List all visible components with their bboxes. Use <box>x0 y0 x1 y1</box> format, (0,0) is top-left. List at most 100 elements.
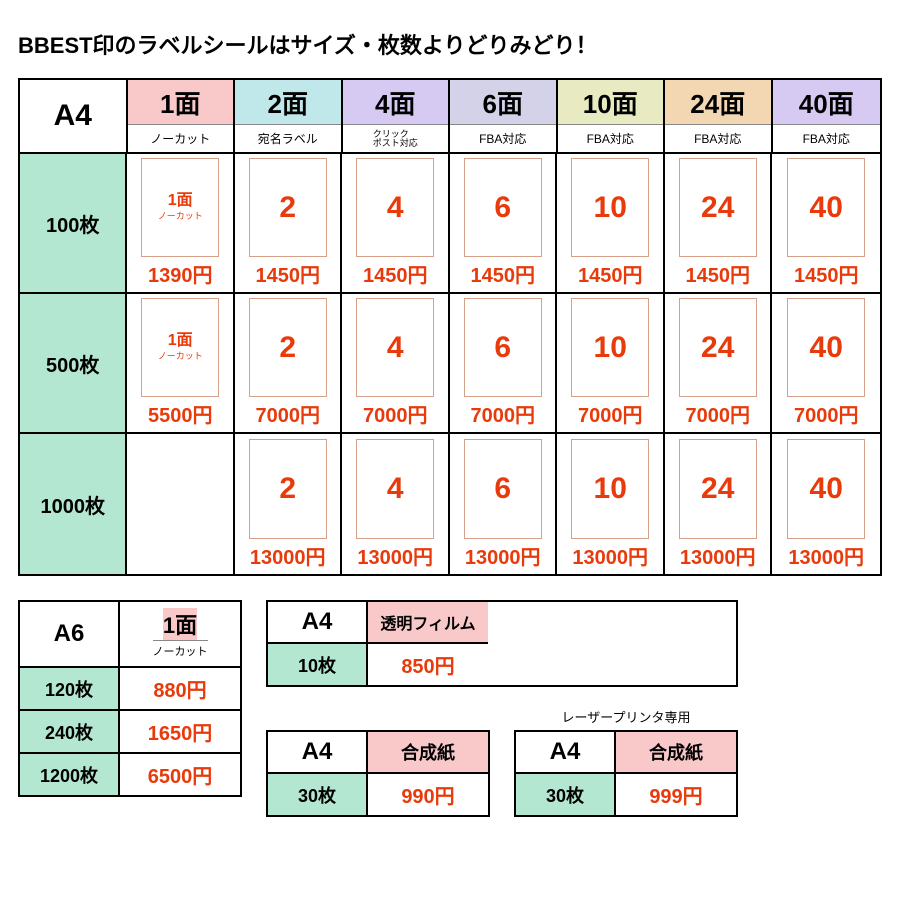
sheet-face-count: 40 <box>810 193 843 223</box>
col-head-top: 40面 <box>773 80 880 124</box>
sheet-sub: ノーカット <box>158 209 203 222</box>
price-cell: 10 13000円 <box>557 434 665 574</box>
price-cell: 21450円 <box>235 154 343 294</box>
gousei1-size: A4 <box>268 732 368 774</box>
price-cell: 2 7000円 <box>235 294 343 434</box>
gousei2-size: A4 <box>516 732 616 774</box>
table-corner: A4 <box>20 80 128 154</box>
col-head-bot: FBA対応 <box>450 124 556 152</box>
price-value: 13000円 <box>572 541 648 570</box>
film-size: A4 <box>268 602 368 644</box>
sheet-face-count: 6 <box>494 474 511 504</box>
table-row: 100枚1面ノーカット1390円21450円41450円61450円101450… <box>20 154 880 294</box>
sheet-face-count: 10 <box>594 193 627 223</box>
price-value: 7000円 <box>578 399 643 428</box>
price-cell: 41450円 <box>342 154 450 294</box>
sheet-icon: 24 <box>679 158 757 257</box>
col-head-5: 24面FBA対応 <box>665 80 773 154</box>
sheet-icon: 40 <box>787 439 865 539</box>
table-row: 500枚1面ノーカット5500円 2 7000円 47000円 6 7000円 10 7000… <box>20 294 880 434</box>
row-qty-label: 100枚 <box>20 154 127 294</box>
price-value: 5500円 <box>148 399 213 428</box>
col-head-6: 40面FBA対応 <box>773 80 880 154</box>
sheet-icon: 2 <box>249 158 327 257</box>
gousei2-name: 合成紙 <box>616 732 736 774</box>
price-value: 1390円 <box>148 259 213 288</box>
price-cell: 2 13000円 <box>235 434 343 574</box>
price-cell: 407000円 <box>772 294 880 434</box>
sheet-face-count: 6 <box>494 333 511 363</box>
price-cell: 47000円 <box>342 294 450 434</box>
price-value: 13000円 <box>357 541 433 570</box>
gousei2-qty: 30枚 <box>516 774 616 815</box>
sheet-face-count: 10 <box>594 333 627 363</box>
a6-head-top: 1面 <box>163 608 197 640</box>
a6-table: A6 1面 ノーカット 120枚880円240枚1650円1200枚6500円 <box>18 600 242 797</box>
sheet-face-count: 40 <box>810 333 843 363</box>
price-cell: 613000円 <box>450 434 558 574</box>
laser-printer-note: レーザープリンタ専用 <box>514 707 738 726</box>
price-value: 1450円 <box>685 259 750 288</box>
price-cell: 413000円 <box>342 434 450 574</box>
sheet-icon: 10 <box>571 439 649 539</box>
a6-head-bot: ノーカット <box>153 640 208 660</box>
header-row: A4 1面ノーカット2面宛名ラベル4面クリック ポスト対応6面FBA対応10面F… <box>20 80 880 154</box>
sheet-icon: 4 <box>356 298 434 397</box>
price-value: 7000円 <box>255 399 320 428</box>
col-head-3: 6面FBA対応 <box>450 80 558 154</box>
a6-qty: 240枚 <box>20 711 120 754</box>
col-head-bot: FBA対応 <box>558 124 664 152</box>
gousei1-qty: 30枚 <box>268 774 368 815</box>
price-cell: 1面ノーカット1390円 <box>127 154 235 294</box>
col-head-bot: FBA対応 <box>773 124 880 152</box>
a6-size: A6 <box>20 602 120 668</box>
film-table: A4 透明フィルム 10枚 850円 <box>266 600 738 687</box>
price-value: 1450円 <box>794 259 859 288</box>
sheet-icon: 10 <box>571 298 649 397</box>
table-row: 1000枚213000円413000円613000円1013000円241300… <box>20 434 880 574</box>
col-head-0: 1面ノーカット <box>128 80 236 154</box>
col-head-top: 6面 <box>450 80 556 124</box>
sheet-icon: 1面ノーカット <box>141 298 219 397</box>
sheet-face-count: 2 <box>279 474 296 504</box>
price-value: 7000円 <box>470 399 535 428</box>
price-value: 13000円 <box>250 541 326 570</box>
sheet-face-count: 2 <box>279 333 296 363</box>
price-value: 13000円 <box>788 541 864 570</box>
price-cell: 40 1450円 <box>772 154 880 294</box>
price-cell: 24 1450円 <box>665 154 773 294</box>
row-qty-label: 500枚 <box>20 294 127 434</box>
sheet-face-count: 1面 <box>158 333 203 349</box>
gousei1-table: A4 合成紙 30枚 990円 <box>266 730 490 817</box>
film-price: 850円 <box>368 644 488 685</box>
col-head-4: 10面FBA対応 <box>558 80 666 154</box>
price-cell <box>127 434 235 574</box>
col-head-top: 10面 <box>558 80 664 124</box>
sheet-icon: 1面ノーカット <box>141 158 219 257</box>
price-cell: 40 13000円 <box>772 434 880 574</box>
price-value: 13000円 <box>680 541 756 570</box>
col-head-bot: クリック ポスト対応 <box>343 124 449 152</box>
price-cell: 10 7000円 <box>557 294 665 434</box>
sheet-face-count: 10 <box>594 474 627 504</box>
sheet-icon: 40 <box>787 298 865 397</box>
gousei2-price: 999円 <box>616 774 736 815</box>
sheet-icon: 4 <box>356 158 434 257</box>
sheet-icon: 40 <box>787 158 865 257</box>
film-name: 透明フィルム <box>368 602 488 644</box>
col-head-bot: ノーカット <box>128 124 234 152</box>
film-qty: 10枚 <box>268 644 368 685</box>
sheet-icon: 24 <box>679 439 757 539</box>
page-title: BBEST印のラベルシールはサイズ・枚数よりどりみどり！ <box>18 28 882 60</box>
a4-price-table: A4 1面ノーカット2面宛名ラベル4面クリック ポスト対応6面FBA対応10面F… <box>18 78 882 576</box>
price-cell: 247000円 <box>665 294 773 434</box>
sheet-face-count: 24 <box>701 333 734 363</box>
col-head-top: 2面 <box>235 80 341 124</box>
sheet-face-count: 24 <box>701 193 734 223</box>
sheet-face-count: 40 <box>810 474 843 504</box>
price-cell: 1面ノーカット5500円 <box>127 294 235 434</box>
price-value: 1450円 <box>363 259 428 288</box>
col-head-top: 24面 <box>665 80 771 124</box>
a6-row: 240枚1650円 <box>20 711 240 754</box>
col-head-top: 4面 <box>343 80 449 124</box>
